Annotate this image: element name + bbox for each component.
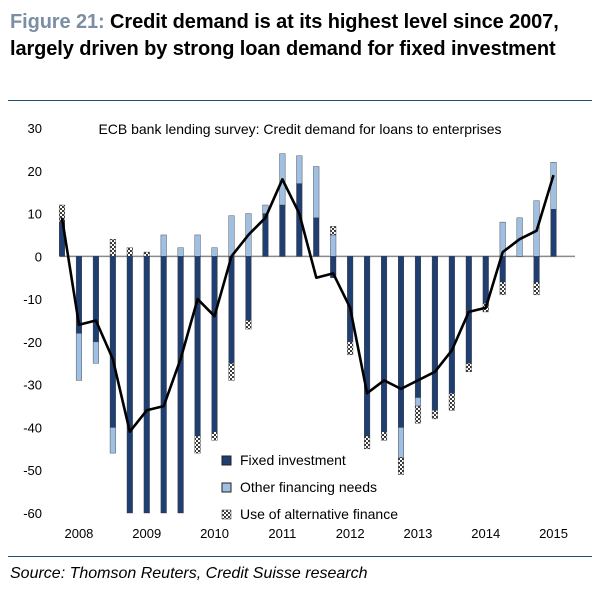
top-rule xyxy=(8,100,592,101)
bottom-rule xyxy=(8,556,592,557)
x-tick-label: 2012 xyxy=(336,526,365,541)
bar-other-financing xyxy=(211,247,218,257)
bar-other-financing xyxy=(109,427,116,454)
legend-label-other: Other financing needs xyxy=(240,479,377,495)
bar-other-financing xyxy=(330,234,337,257)
bar-other-financing xyxy=(398,427,405,458)
bar-fixed-investment xyxy=(245,256,252,321)
bar-alternative-finance xyxy=(194,435,201,454)
x-axis: 2008 2009 2010 2011 2012 2013 2014 2015 xyxy=(60,255,575,541)
bar-fixed-investment xyxy=(279,204,286,257)
bar-fixed-investment xyxy=(109,256,116,428)
figure-label: Figure 21: xyxy=(10,11,105,33)
bar-alternative-finance xyxy=(211,431,218,441)
legend-swatch-alt xyxy=(221,509,232,520)
bar-alternative-finance xyxy=(126,247,133,257)
legend: Fixed investment Other financing needs U… xyxy=(221,452,398,522)
bar-alternative-finance xyxy=(398,457,405,475)
x-tick-label: 2013 xyxy=(403,526,432,541)
bar-other-financing xyxy=(194,234,201,257)
bar-fixed-investment xyxy=(448,256,455,394)
bar-other-financing xyxy=(414,397,421,407)
bar-other-financing xyxy=(228,215,235,257)
total-demand-line xyxy=(60,174,555,434)
bar-alternative-finance xyxy=(347,341,354,355)
y-tick-label: 30 xyxy=(28,121,42,136)
x-tick-label: 2011 xyxy=(268,526,296,541)
bar-fixed-investment xyxy=(550,209,557,257)
bar-fixed-investment xyxy=(398,256,405,428)
figure-heading: Credit demand is at its highest level si… xyxy=(10,11,559,60)
total-line-layer xyxy=(60,174,555,434)
bar-alternative-finance xyxy=(381,431,388,441)
y-tick-label: -50 xyxy=(23,463,42,478)
legend-swatch-other xyxy=(221,482,232,493)
bar-alternative-finance xyxy=(228,363,235,381)
bar-alternative-finance xyxy=(448,393,455,411)
y-tick-label: -60 xyxy=(23,506,42,521)
bar-other-financing xyxy=(75,333,82,381)
y-tick-label: 10 xyxy=(28,207,42,222)
bar-alternative-finance xyxy=(414,405,421,424)
bar-other-financing xyxy=(92,341,99,364)
bar-alternative-finance xyxy=(364,435,371,450)
bar-fixed-investment xyxy=(228,256,235,364)
y-axis: 30 20 10 0 -10 -20 -30 -40 -50 -60 xyxy=(23,121,42,521)
bar-fixed-investment xyxy=(381,256,388,432)
bar-fixed-investment xyxy=(143,256,150,514)
y-tick-label: -40 xyxy=(23,420,42,435)
bar-fixed-investment xyxy=(194,256,201,437)
bar-alternative-finance xyxy=(431,410,438,420)
x-tick-label: 2015 xyxy=(539,526,568,541)
bar-fixed-investment xyxy=(160,256,167,514)
bar-fixed-investment xyxy=(126,256,133,514)
y-tick-label: -30 xyxy=(23,378,42,393)
x-tick-label: 2010 xyxy=(200,526,229,541)
bar-fixed-investment xyxy=(465,256,472,364)
bar-other-financing xyxy=(296,155,303,184)
y-tick-label: 0 xyxy=(35,249,42,264)
figure-title: Figure 21: Credit demand is at its highe… xyxy=(10,9,590,63)
bar-other-financing xyxy=(313,166,320,219)
bar-fixed-investment xyxy=(347,256,354,343)
bar-alternative-finance xyxy=(499,281,506,296)
legend-label-alt: Use of alternative finance xyxy=(240,506,398,522)
bar-fixed-investment xyxy=(92,256,99,343)
x-tick-label: 2014 xyxy=(471,526,500,541)
bar-fixed-investment xyxy=(211,256,218,432)
y-tick-label: -10 xyxy=(23,292,42,307)
y-tick-label: 20 xyxy=(28,164,42,179)
bar-alternative-finance xyxy=(245,320,252,330)
chart-title: ECB bank lending survey: Credit demand f… xyxy=(98,121,501,137)
bar-alternative-finance xyxy=(533,281,540,296)
x-tick-label: 2008 xyxy=(64,526,93,541)
bar-fixed-investment xyxy=(313,217,320,257)
bars xyxy=(59,153,557,514)
bar-fixed-investment xyxy=(364,256,371,437)
bar-alternative-finance xyxy=(465,363,472,373)
legend-label-fixed: Fixed investment xyxy=(240,452,346,468)
bar-other-financing xyxy=(160,234,167,257)
bar-alternative-finance xyxy=(109,239,116,257)
bar-fixed-investment xyxy=(414,256,421,398)
bar-fixed-investment xyxy=(533,256,540,283)
bar-fixed-investment xyxy=(431,256,438,411)
bar-other-financing xyxy=(177,247,184,257)
x-tick-label: 2009 xyxy=(132,526,161,541)
legend-swatch-fixed xyxy=(221,455,232,466)
y-tick-label: -20 xyxy=(23,335,42,350)
bar-fixed-investment xyxy=(177,256,184,514)
bar-alternative-finance xyxy=(330,226,337,236)
bar-fixed-investment xyxy=(482,256,489,304)
source-note: Source: Thomson Reuters, Credit Suisse r… xyxy=(10,565,368,582)
bar-alternative-finance xyxy=(143,251,150,257)
